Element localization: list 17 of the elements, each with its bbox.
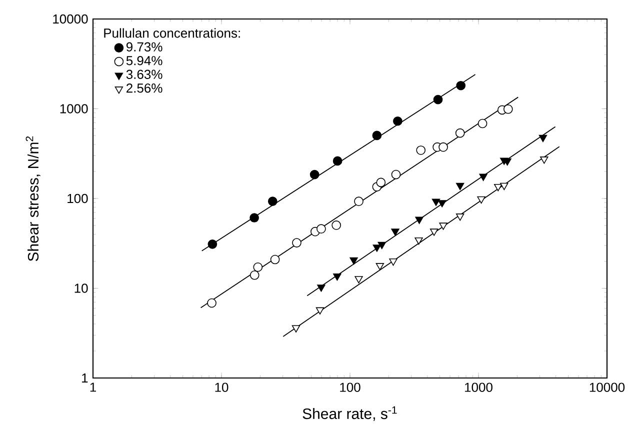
legend-label: 3.63%	[126, 70, 162, 79]
legend-label: 9.73%	[126, 42, 162, 52]
legend-label: 5.94%	[126, 56, 162, 66]
x-tick-label: 10000	[590, 382, 625, 392]
x-tick-label: 100	[340, 382, 360, 392]
x-tick-label: 1	[90, 382, 96, 392]
x-tick-label: 10	[215, 382, 228, 392]
y-axis-title: Shear stress, N/m$^{2}$	[26, 136, 40, 262]
legend-title: Pullulan concentrations:	[104, 28, 240, 38]
x-tick-label: 1000	[465, 382, 492, 392]
y-tick-label: 1	[82, 374, 88, 382]
y-tick-label: 1000	[60, 104, 88, 114]
y-tick-label: 100	[68, 194, 88, 204]
y-tick-label: 10	[74, 284, 88, 293]
x-axis-title: Shear rate, s$^{-1}$	[302, 406, 397, 421]
legend-label: 2.56%	[126, 84, 162, 93]
y-tick-label: 10000	[53, 14, 88, 24]
